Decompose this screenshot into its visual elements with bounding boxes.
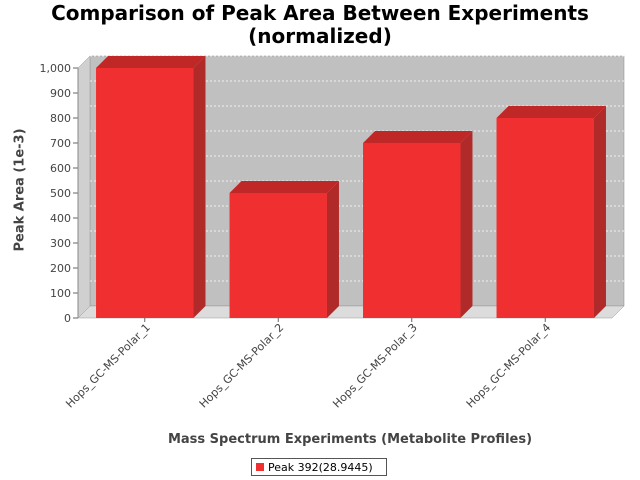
bar: [229, 193, 327, 318]
plot-left-wall: [77, 55, 91, 319]
y-tick-label: 0: [64, 312, 71, 325]
y-tick-label: 100: [50, 287, 71, 300]
bar-top: [496, 106, 606, 118]
y-tick-label: 600: [50, 162, 71, 175]
y-tick-label: 300: [50, 237, 71, 250]
bar: [496, 118, 594, 318]
bar-side: [193, 56, 206, 318]
x-tick-label: Hops_GC-MS-Polar_1: [63, 321, 153, 411]
bar-top: [363, 131, 473, 143]
bar-side: [326, 181, 339, 318]
legend-label: Peak 392(28.9445): [268, 460, 373, 474]
legend-swatch: [256, 463, 264, 471]
y-tick-label: 1,000: [40, 62, 72, 75]
bar-top: [229, 181, 339, 193]
x-tick-label: Hops_GC-MS-Polar_3: [330, 321, 420, 411]
y-tick-label: 900: [50, 87, 71, 100]
y-tick-label: 400: [50, 212, 71, 225]
bar: [96, 68, 194, 318]
chart-title: Comparison of Peak Area Between Experime…: [51, 1, 589, 48]
x-tick-label: Hops_GC-MS-Polar_2: [197, 321, 287, 411]
bar-side: [460, 131, 473, 318]
x-axis-label: Mass Spectrum Experiments (Metabolite Pr…: [167, 432, 533, 447]
bar-side: [593, 106, 606, 318]
y-tick-label: 500: [50, 187, 71, 200]
y-tick-label: 700: [50, 137, 71, 150]
bar: [363, 143, 461, 318]
legend: Peak 392(28.9445): [251, 458, 387, 476]
bar-top: [96, 56, 206, 68]
x-tick-label: Hops_GC-MS-Polar_4: [464, 321, 554, 411]
y-tick-label: 800: [50, 112, 71, 125]
y-tick-label: 200: [50, 262, 71, 275]
